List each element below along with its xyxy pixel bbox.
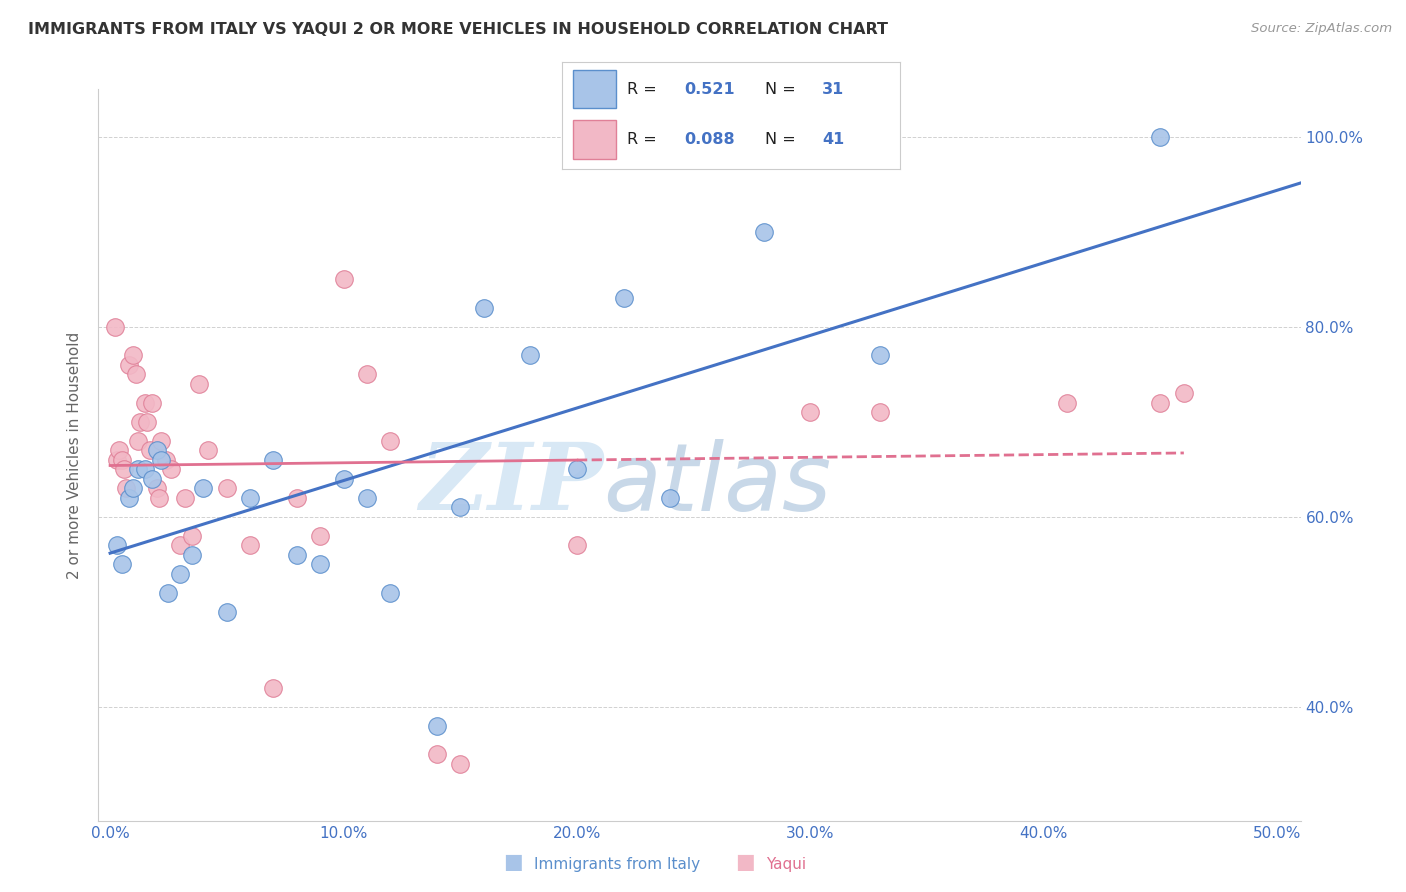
Point xyxy=(180,548,202,562)
Point xyxy=(449,500,471,515)
Point xyxy=(127,434,149,448)
Point xyxy=(799,405,821,419)
Point xyxy=(134,395,156,409)
Bar xyxy=(572,70,616,109)
Point xyxy=(356,367,378,381)
Point xyxy=(180,529,202,543)
Point xyxy=(108,443,131,458)
Point xyxy=(472,301,495,315)
Point xyxy=(332,472,354,486)
Text: ■: ■ xyxy=(735,853,755,872)
Point xyxy=(449,756,471,771)
Point xyxy=(215,605,238,619)
Point xyxy=(118,358,141,372)
Point xyxy=(118,491,141,505)
Point xyxy=(752,225,775,239)
Point xyxy=(1149,395,1171,409)
Point xyxy=(380,585,402,599)
Point xyxy=(187,376,209,391)
Point xyxy=(169,566,191,581)
Point xyxy=(1149,129,1171,144)
Point xyxy=(129,415,152,429)
Text: ■: ■ xyxy=(503,853,523,872)
Point xyxy=(215,481,238,495)
Point xyxy=(239,491,262,505)
Text: Source: ZipAtlas.com: Source: ZipAtlas.com xyxy=(1251,22,1392,36)
Text: N =: N = xyxy=(765,82,801,96)
Point xyxy=(356,491,378,505)
Point xyxy=(146,481,169,495)
Text: Immigrants from Italy: Immigrants from Italy xyxy=(534,857,700,872)
Text: N =: N = xyxy=(765,132,801,147)
Point xyxy=(169,538,191,552)
Text: 0.521: 0.521 xyxy=(683,82,734,96)
Point xyxy=(111,452,134,467)
Point xyxy=(309,557,332,571)
Point xyxy=(869,348,891,362)
Text: 41: 41 xyxy=(823,132,845,147)
Text: ZIP: ZIP xyxy=(419,439,603,529)
Point xyxy=(659,491,682,505)
Point xyxy=(146,443,169,458)
Point xyxy=(263,681,285,695)
Point xyxy=(426,719,449,733)
Point xyxy=(332,272,354,286)
Point xyxy=(173,491,195,505)
Point xyxy=(426,747,449,761)
Point xyxy=(127,462,149,476)
Point xyxy=(105,538,128,552)
Point xyxy=(565,538,588,552)
Point xyxy=(519,348,541,362)
Point xyxy=(125,367,148,381)
Point xyxy=(122,481,145,495)
Point xyxy=(155,452,177,467)
Text: 31: 31 xyxy=(823,82,845,96)
Point xyxy=(380,434,402,448)
Point xyxy=(115,481,138,495)
Point xyxy=(309,529,332,543)
Text: IMMIGRANTS FROM ITALY VS YAQUI 2 OR MORE VEHICLES IN HOUSEHOLD CORRELATION CHART: IMMIGRANTS FROM ITALY VS YAQUI 2 OR MORE… xyxy=(28,22,889,37)
Y-axis label: 2 or more Vehicles in Household: 2 or more Vehicles in Household xyxy=(67,331,83,579)
Text: 0.088: 0.088 xyxy=(683,132,734,147)
Text: atlas: atlas xyxy=(603,439,831,530)
Point xyxy=(104,319,127,334)
Point xyxy=(263,452,285,467)
Text: R =: R = xyxy=(627,82,661,96)
Point xyxy=(197,443,219,458)
Point xyxy=(285,548,308,562)
Point xyxy=(150,434,173,448)
Point xyxy=(122,348,145,362)
Text: Yaqui: Yaqui xyxy=(766,857,807,872)
Point xyxy=(105,452,128,467)
Point xyxy=(139,443,162,458)
Point xyxy=(193,481,215,495)
Bar xyxy=(572,120,616,159)
Point xyxy=(141,472,163,486)
Point xyxy=(239,538,262,552)
Point xyxy=(111,557,134,571)
Point xyxy=(134,462,156,476)
Point xyxy=(150,452,173,467)
Point xyxy=(869,405,891,419)
Point xyxy=(1173,386,1195,401)
Point xyxy=(157,585,180,599)
Point xyxy=(285,491,308,505)
Point xyxy=(565,462,588,476)
Point xyxy=(1056,395,1078,409)
Point xyxy=(148,491,170,505)
Point xyxy=(112,462,135,476)
Point xyxy=(141,395,163,409)
Point xyxy=(613,291,636,305)
Text: R =: R = xyxy=(627,132,661,147)
Point xyxy=(159,462,181,476)
Point xyxy=(136,415,159,429)
